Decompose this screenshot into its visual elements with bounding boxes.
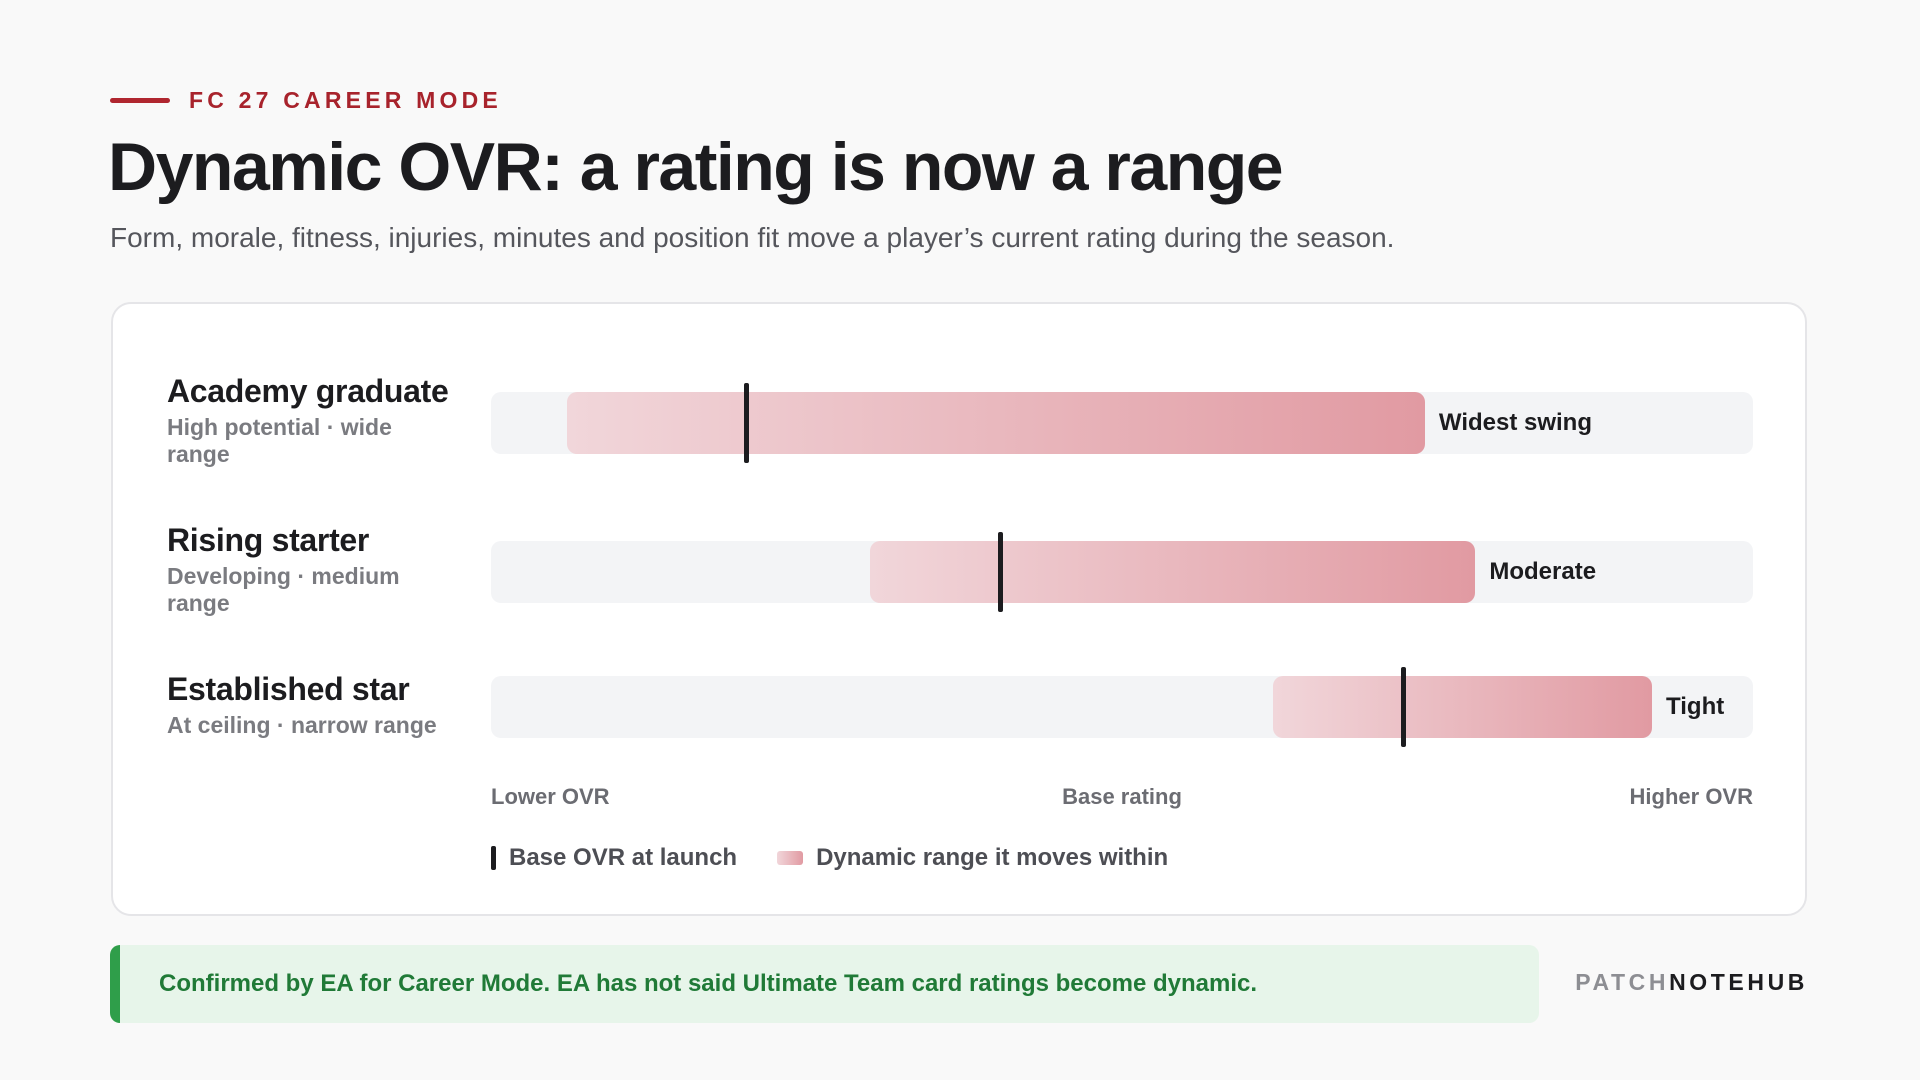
legend-range-swatch bbox=[777, 851, 804, 865]
brand-part-1: PATCH bbox=[1575, 969, 1670, 995]
base-ovr-marker bbox=[743, 383, 749, 463]
row-description: At ceiling · narrow range bbox=[167, 712, 437, 738]
range-tag: Moderate bbox=[1489, 558, 1597, 585]
range-tag: Tight bbox=[1666, 693, 1725, 720]
row-name: Rising starter bbox=[167, 522, 370, 558]
range-bar bbox=[869, 541, 1476, 603]
axis-label-center: Base rating bbox=[1062, 784, 1182, 809]
row-label-established-star: Established star At ceiling · narrow ran… bbox=[167, 671, 437, 739]
range-bar bbox=[566, 392, 1425, 454]
confirmation-note: Confirmed by EA for Career Mode. EA has … bbox=[110, 945, 1539, 1023]
range-bar bbox=[1273, 676, 1653, 738]
axis-label-right: Higher OVR bbox=[1629, 784, 1753, 809]
base-ovr-marker bbox=[997, 532, 1003, 612]
confirmation-note-text: Confirmed by EA for Career Mode. EA has … bbox=[159, 970, 1258, 997]
range-track: Tight bbox=[491, 667, 1753, 747]
brand-logo: PATCHNOTEHUB bbox=[1575, 969, 1808, 996]
legend-marker-swatch bbox=[491, 846, 496, 870]
legend-label-base: Base OVR at launch bbox=[509, 844, 738, 871]
page-subtitle: Form, morale, fitness, injuries, minutes… bbox=[110, 222, 1395, 253]
axis-label-left: Lower OVR bbox=[491, 784, 610, 809]
row-label-academy-graduate: Academy graduate High potential · wide r… bbox=[167, 373, 449, 468]
base-ovr-marker bbox=[1401, 667, 1407, 747]
row-description: High potential · wide range bbox=[167, 414, 392, 467]
brand-part-2: NOTEHUB bbox=[1669, 969, 1808, 995]
row-description: Developing · medium range bbox=[167, 563, 400, 616]
range-track: Widest swing bbox=[491, 383, 1753, 463]
eyebrow-label: FC 27 CAREER MODE bbox=[189, 87, 502, 113]
chart-legend: Base OVR at launch Dynamic range it move… bbox=[491, 844, 1168, 872]
page-title: Dynamic OVR: a rating is now a range bbox=[108, 129, 1284, 205]
row-name: Established star bbox=[167, 671, 410, 707]
row-label-rising-starter: Rising starter Developing · medium range bbox=[167, 522, 437, 617]
row-name: Academy graduate bbox=[167, 373, 449, 409]
eyebrow-accent-bar bbox=[110, 98, 170, 103]
eyebrow: FC 27 CAREER MODE bbox=[110, 87, 502, 114]
range-tag: Widest swing bbox=[1438, 409, 1593, 436]
legend-label-range: Dynamic range it moves within bbox=[816, 844, 1169, 871]
range-track: Moderate bbox=[491, 532, 1753, 612]
